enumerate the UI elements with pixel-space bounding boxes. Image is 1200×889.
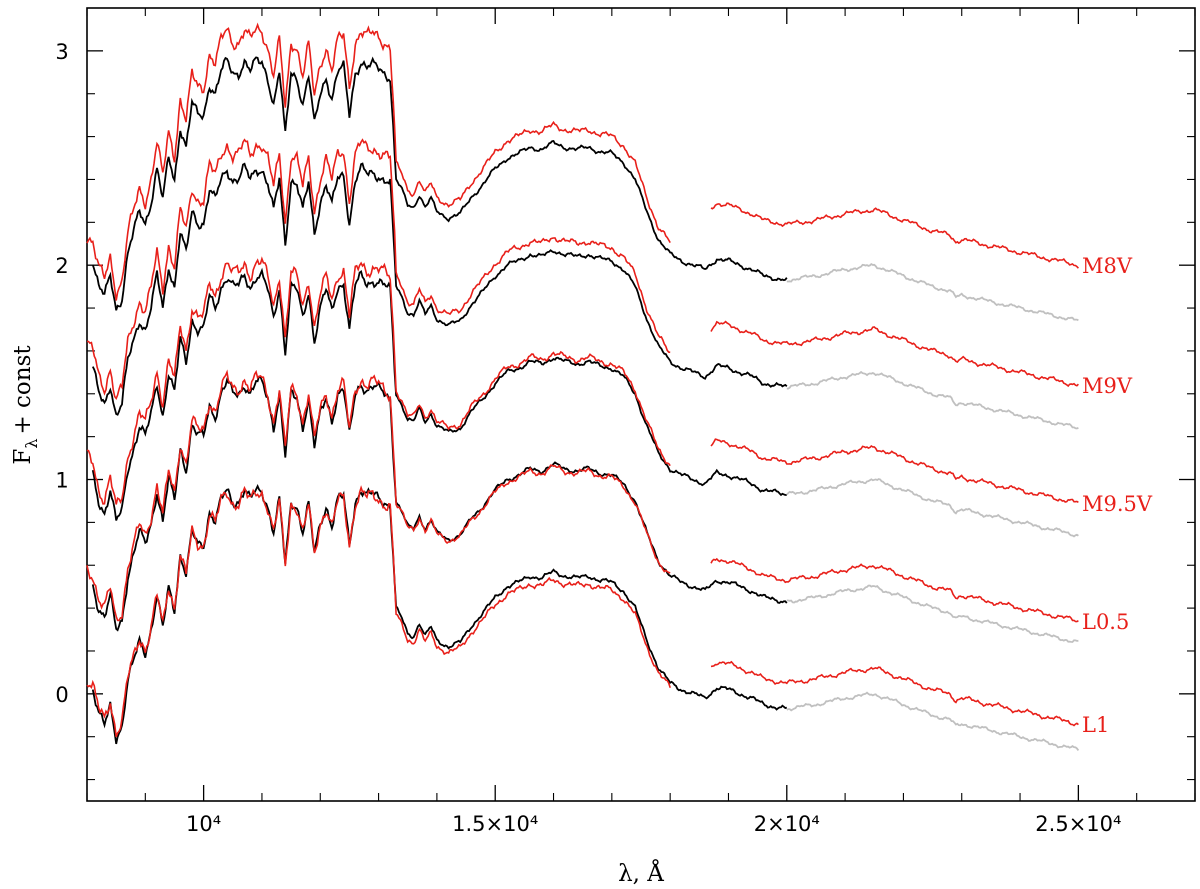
observed-line-ir	[710, 438, 1079, 504]
observed-line	[86, 485, 671, 738]
y-axis-title-main: F	[10, 449, 36, 465]
observed-line	[86, 22, 671, 301]
y-tick-label: 1	[55, 469, 68, 493]
series-label: M9.5V	[1082, 492, 1153, 516]
y-axis-title-rest: + const	[10, 345, 36, 435]
observed-line-ir	[710, 660, 1079, 727]
model-line	[91, 375, 788, 632]
model-extension-line	[786, 691, 1080, 751]
model-extension-line	[786, 478, 1079, 538]
model-extension-line	[786, 584, 1079, 643]
x-tick-label: 1.5×10⁴	[452, 812, 538, 836]
series-label: L0.5	[1082, 610, 1129, 634]
observed-line-ir	[710, 202, 1079, 269]
model-line	[91, 484, 788, 745]
observed-line	[86, 138, 671, 400]
y-axis-title: Fλ + const	[10, 345, 41, 465]
y-axis-title-sub: λ	[22, 439, 41, 449]
observed-line-ir	[710, 320, 1079, 388]
axis-ticks: 10⁴ 1.5×10⁴ 2×10⁴ 2.5×10⁴ 0 1 2 3	[55, 8, 1196, 836]
model-extension-line	[786, 263, 1079, 322]
model-extension-line	[786, 370, 1079, 430]
svg-text:Fλ+ const: Fλ + const	[10, 345, 41, 465]
y-tick-label: 2	[55, 254, 68, 278]
y-tick-label: 0	[55, 683, 68, 707]
x-tick-label: 2×10⁴	[754, 812, 820, 836]
plot-frame	[86, 7, 1196, 802]
x-axis-title: λ, Å	[618, 859, 664, 887]
model-line	[91, 267, 787, 521]
series-label: M9V	[1082, 374, 1133, 398]
x-tick-label: 2.5×10⁴	[1035, 812, 1121, 836]
series-label: M8V	[1082, 254, 1133, 278]
series-labels: M8V M9V M9.5V L0.5 L1	[1082, 254, 1153, 737]
y-tick-label: 3	[55, 40, 68, 64]
series-layer	[86, 22, 1080, 751]
model-line	[91, 162, 788, 416]
observed-line	[86, 369, 671, 622]
model-line	[91, 56, 788, 311]
x-tick-label: 10⁴	[186, 812, 221, 836]
series-label: L1	[1082, 713, 1109, 737]
observed-line-ir	[710, 557, 1079, 623]
observed-line	[86, 256, 671, 505]
